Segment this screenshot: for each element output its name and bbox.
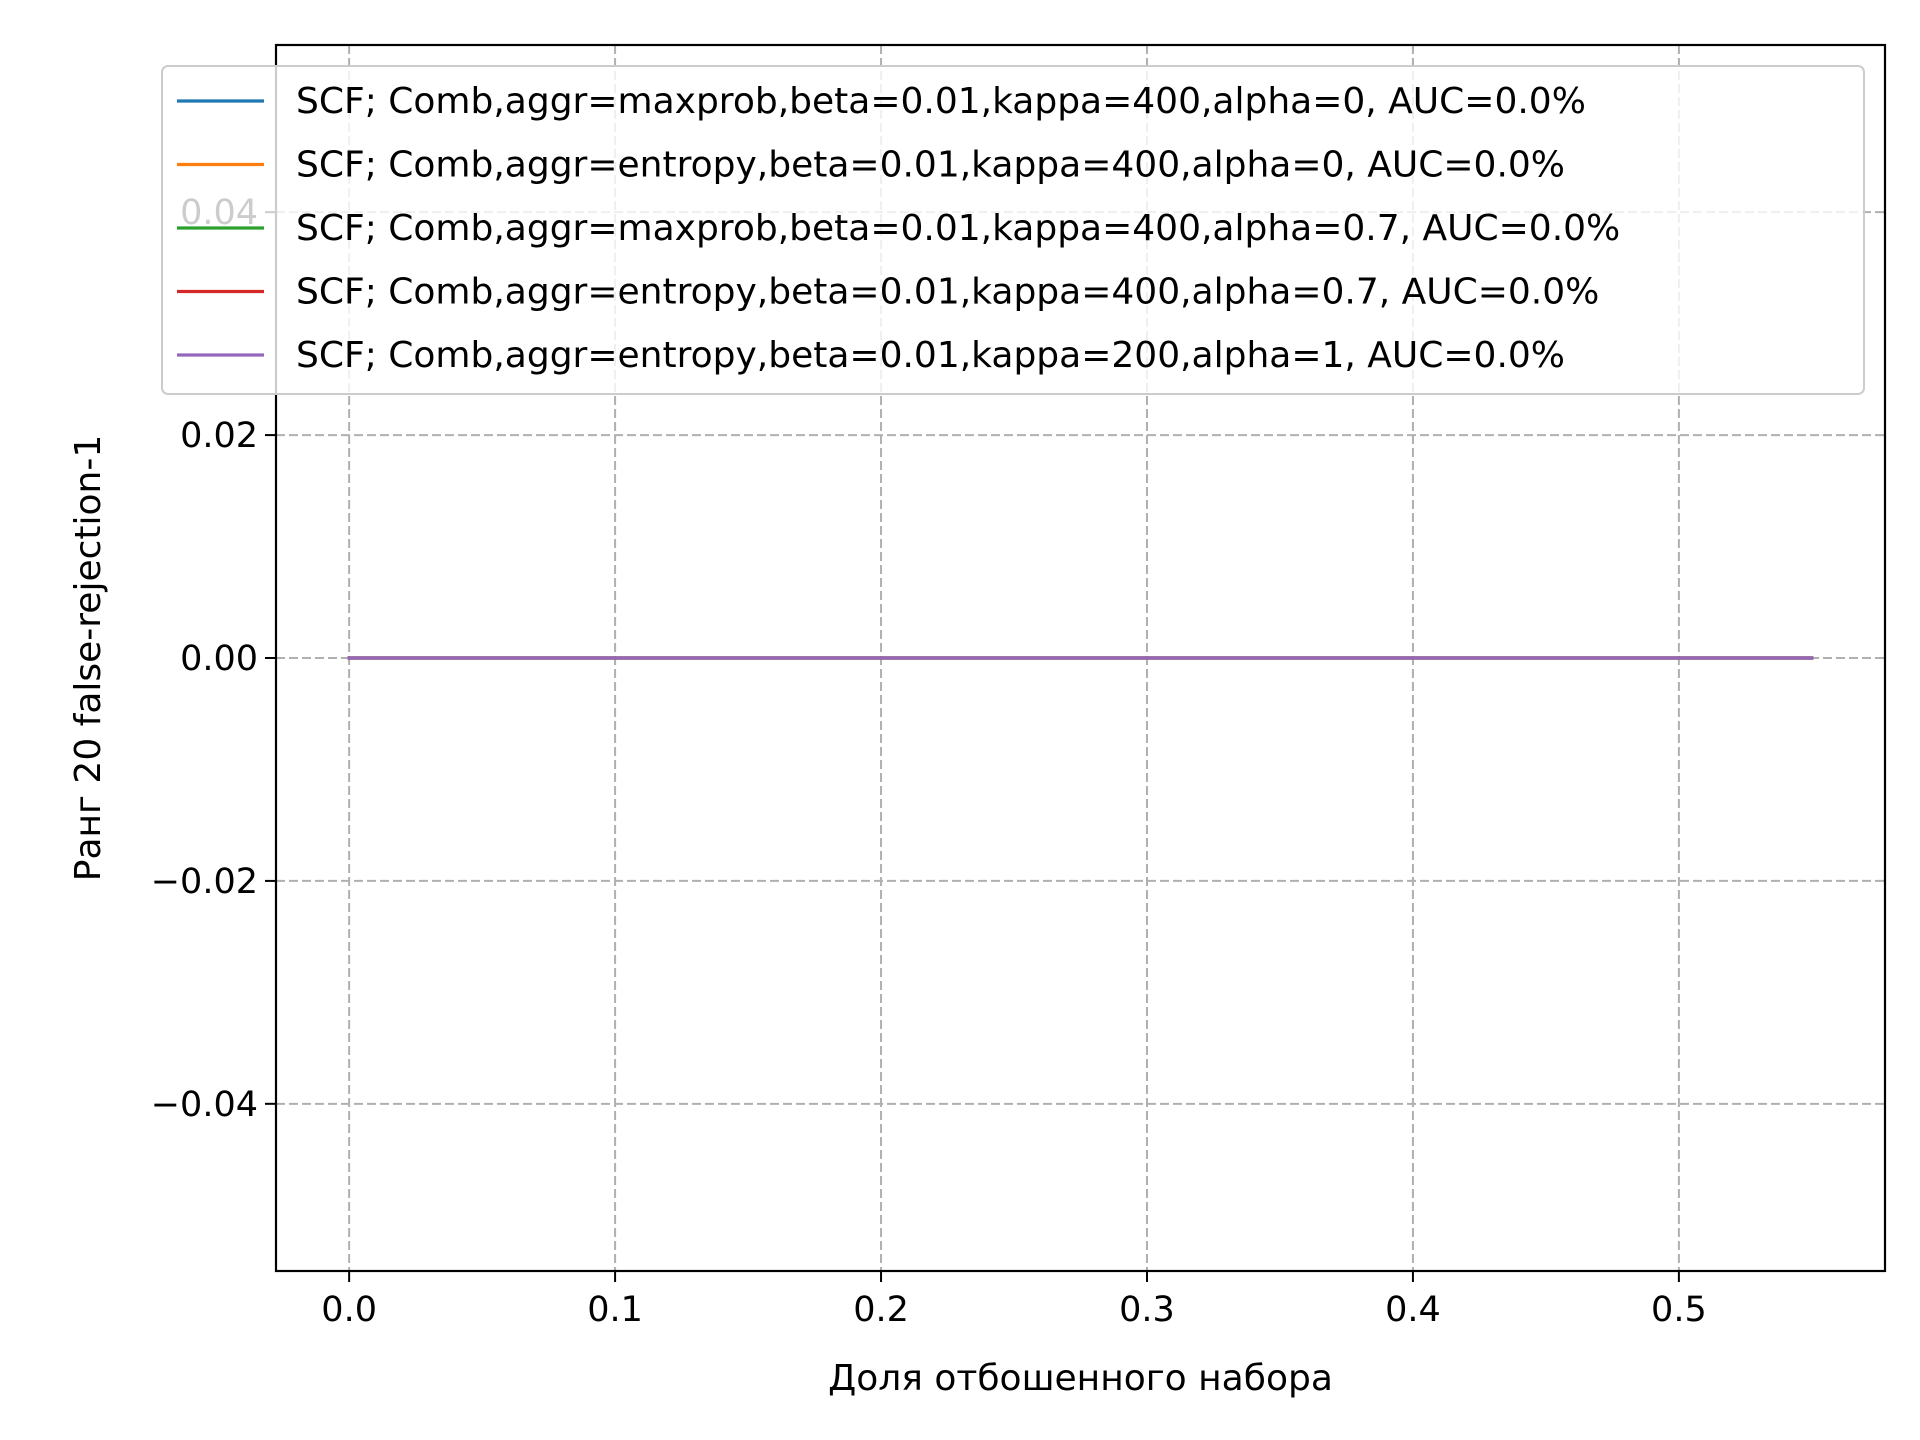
x-axis-label: Доля отбошенного набора [828, 1358, 1333, 1399]
x-tick-label: 0.2 [853, 1290, 909, 1330]
x-tick-label: 0.1 [587, 1290, 643, 1330]
x-axis-ticks: 0.0 0.1 0.2 0.3 0.4 0.5 [321, 1271, 1707, 1330]
legend-entry-label: SCF; Comb,aggr=maxprob,beta=0.01,kappa=4… [296, 81, 1586, 122]
legend-entry-label: SCF; Comb,aggr=entropy,beta=0.01,kappa=2… [296, 335, 1565, 376]
y-axis-label: Ранг 20 false-rejection-1 [68, 435, 109, 882]
legend-entry-label: SCF; Comb,aggr=entropy,beta=0.01,kappa=4… [296, 145, 1565, 186]
y-tick-label: 0.00 [180, 639, 258, 679]
x-tick-label: 0.4 [1385, 1290, 1441, 1330]
y-tick-label: −0.04 [151, 1085, 258, 1125]
y-tick-label: 0.02 [180, 416, 258, 456]
legend-box [161, 65, 1865, 395]
legend: SCF; Comb,aggr=maxprob,beta=0.01,kappa=4… [161, 65, 1865, 395]
x-tick-label: 0.5 [1651, 1290, 1707, 1330]
x-tick-label: 0.0 [321, 1290, 377, 1330]
legend-entry-label: SCF; Comb,aggr=entropy,beta=0.01,kappa=4… [296, 272, 1599, 313]
x-tick-label: 0.3 [1119, 1290, 1175, 1330]
y-tick-label: −0.02 [151, 862, 258, 902]
legend-entry-label: SCF; Comb,aggr=maxprob,beta=0.01,kappa=4… [296, 208, 1620, 249]
